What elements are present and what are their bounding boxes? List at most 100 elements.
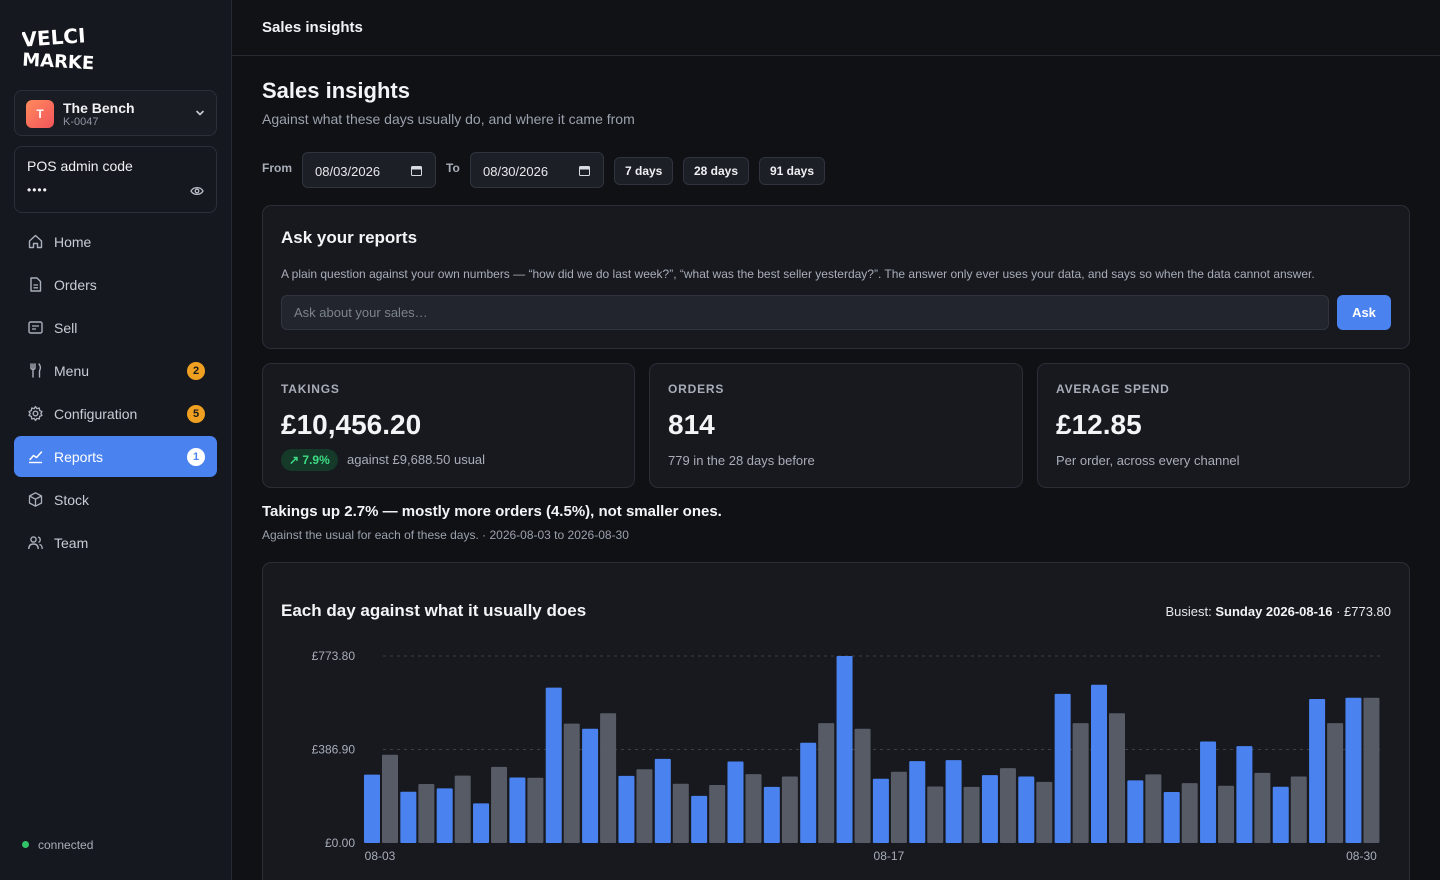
usual-bar	[672, 783, 689, 843]
actual-bar	[545, 687, 562, 843]
brand-logo[interactable]: VELCI MARKET	[20, 23, 108, 76]
usual-bar	[418, 784, 435, 843]
top-bar-title: Sales insights	[262, 19, 363, 36]
from-date-value: 08/03/2026	[315, 164, 381, 179]
usual-bar	[927, 786, 944, 843]
from-date-input[interactable]: 08/03/2026	[302, 152, 436, 188]
sidebar-item-stock[interactable]: Stock	[14, 479, 217, 520]
users-icon	[28, 536, 43, 550]
svg-text:VELCI: VELCI	[22, 26, 86, 52]
actual-bar	[582, 728, 599, 843]
pos-admin-code-label: POS admin code	[27, 158, 133, 174]
actual-bar	[1091, 684, 1107, 843]
sidebar-item-label: Team	[54, 534, 89, 551]
actual-bar	[364, 774, 380, 843]
calendar-icon[interactable]	[411, 165, 422, 176]
daily-bar-chart: £773.80 £386.90 £0.00 08-03 08-17 08-30	[312, 649, 1381, 863]
actual-bar	[945, 760, 962, 843]
page-title: Sales insights	[262, 78, 410, 103]
average-spend-card: AVERAGE SPEND £12.85 Per order, across e…	[1037, 363, 1410, 488]
sidebar-item-reports[interactable]: Reports 1	[14, 436, 217, 477]
ask-input[interactable]	[281, 295, 1329, 330]
sidebar-item-orders[interactable]: Orders	[14, 264, 217, 305]
sidebar-item-configuration[interactable]: Configuration 5	[14, 393, 217, 434]
range-28-days-button[interactable]: 28 days	[683, 157, 750, 185]
sidebar-item-label: Home	[54, 233, 92, 250]
sidebar-item-label: Reports	[54, 448, 104, 465]
sidebar-item-label: Stock	[54, 491, 90, 508]
document-icon	[30, 277, 42, 292]
actual-bar	[981, 775, 998, 843]
actual-bar	[654, 758, 671, 843]
usual-bar	[1036, 781, 1053, 843]
actual-bar	[1018, 776, 1035, 843]
actual-bar	[763, 786, 780, 843]
actual-bar	[1163, 792, 1180, 843]
range-91-days-button[interactable]: 91 days	[759, 157, 826, 185]
gear-icon	[28, 405, 43, 422]
store-avatar: T	[26, 100, 54, 128]
actual-bar	[473, 803, 490, 843]
average-spend-label: AVERAGE SPEND	[1056, 382, 1170, 396]
usual-bar	[1181, 783, 1198, 843]
calendar-icon[interactable]	[579, 165, 590, 176]
orders-card: ORDERS 814 779 in the 28 days before	[649, 363, 1023, 488]
takings-note: against £9,688.50 usual	[347, 452, 486, 467]
count-badge: 2	[187, 362, 205, 380]
sidebar-item-sell[interactable]: Sell	[14, 307, 217, 348]
takings-card: TAKINGS £10,456.20 ↗ 7.9% against £9,688…	[262, 363, 635, 488]
sidebar-item-label: Orders	[54, 276, 97, 293]
ask-reports-title: Ask your reports	[281, 228, 418, 247]
usual-bar	[745, 774, 762, 843]
pos-admin-code-value: ••••	[27, 183, 48, 197]
usual-bar	[1072, 723, 1089, 843]
usual-bar	[1145, 774, 1162, 843]
takings-label: TAKINGS	[281, 382, 340, 396]
ask-button[interactable]: Ask	[1337, 295, 1391, 330]
usual-bar	[454, 775, 471, 843]
usual-bar	[818, 723, 835, 843]
to-label: To	[446, 161, 460, 175]
daily-chart-card: Each day against what it usually does Bu…	[262, 562, 1410, 880]
store-name: The Bench	[63, 100, 135, 116]
takings-value: £10,456.20	[281, 409, 422, 440]
actual-bar	[727, 761, 744, 843]
actual-bar	[909, 761, 926, 843]
summary-headline: Takings up 2.7% — mostly more orders (4.…	[262, 503, 722, 520]
x-tick-label: 08-30	[1346, 849, 1377, 863]
usual-bar	[382, 754, 398, 843]
count-badge: 1	[187, 448, 205, 466]
sidebar: VELCI MARKET T The Bench K-0047 POS admi…	[0, 0, 232, 880]
actual-bar	[1054, 693, 1071, 843]
actual-bar	[1272, 786, 1289, 843]
range-7-days-button[interactable]: 7 days	[614, 157, 674, 185]
summary-detail: Against the usual for each of these days…	[262, 528, 629, 542]
usual-bar	[709, 785, 726, 843]
actual-bar	[836, 656, 853, 843]
usual-bar	[890, 771, 907, 843]
sidebar-item-team[interactable]: Team	[14, 522, 217, 563]
orders-label: ORDERS	[668, 382, 725, 396]
actual-bar	[800, 742, 817, 843]
usual-bar	[1363, 697, 1380, 843]
chart-title: Each day against what it usually does	[281, 601, 587, 620]
actual-bar	[1127, 780, 1144, 843]
box-icon	[28, 492, 43, 507]
usual-bar	[1254, 772, 1271, 843]
trend-chart-icon	[29, 451, 43, 464]
sidebar-item-home[interactable]: Home	[14, 221, 217, 262]
sidebar-item-label: Sell	[54, 319, 78, 336]
register-icon	[28, 321, 43, 334]
pos-admin-code: POS admin code ••••	[14, 146, 217, 213]
sidebar-item-menu[interactable]: Menu 2	[14, 350, 217, 391]
actual-bar	[1200, 741, 1217, 843]
busiest-value: · £773.80	[1336, 604, 1391, 619]
actual-bar	[872, 778, 889, 843]
actual-bar	[1309, 698, 1326, 843]
to-date-input[interactable]: 08/30/2026	[470, 152, 604, 188]
y-tick-label: £386.90	[312, 743, 356, 757]
eye-icon[interactable]	[190, 185, 204, 197]
change-badge: ↗ 7.9%	[281, 449, 338, 471]
store-switcher[interactable]: T The Bench K-0047	[14, 90, 217, 136]
usual-bar	[1327, 723, 1344, 843]
